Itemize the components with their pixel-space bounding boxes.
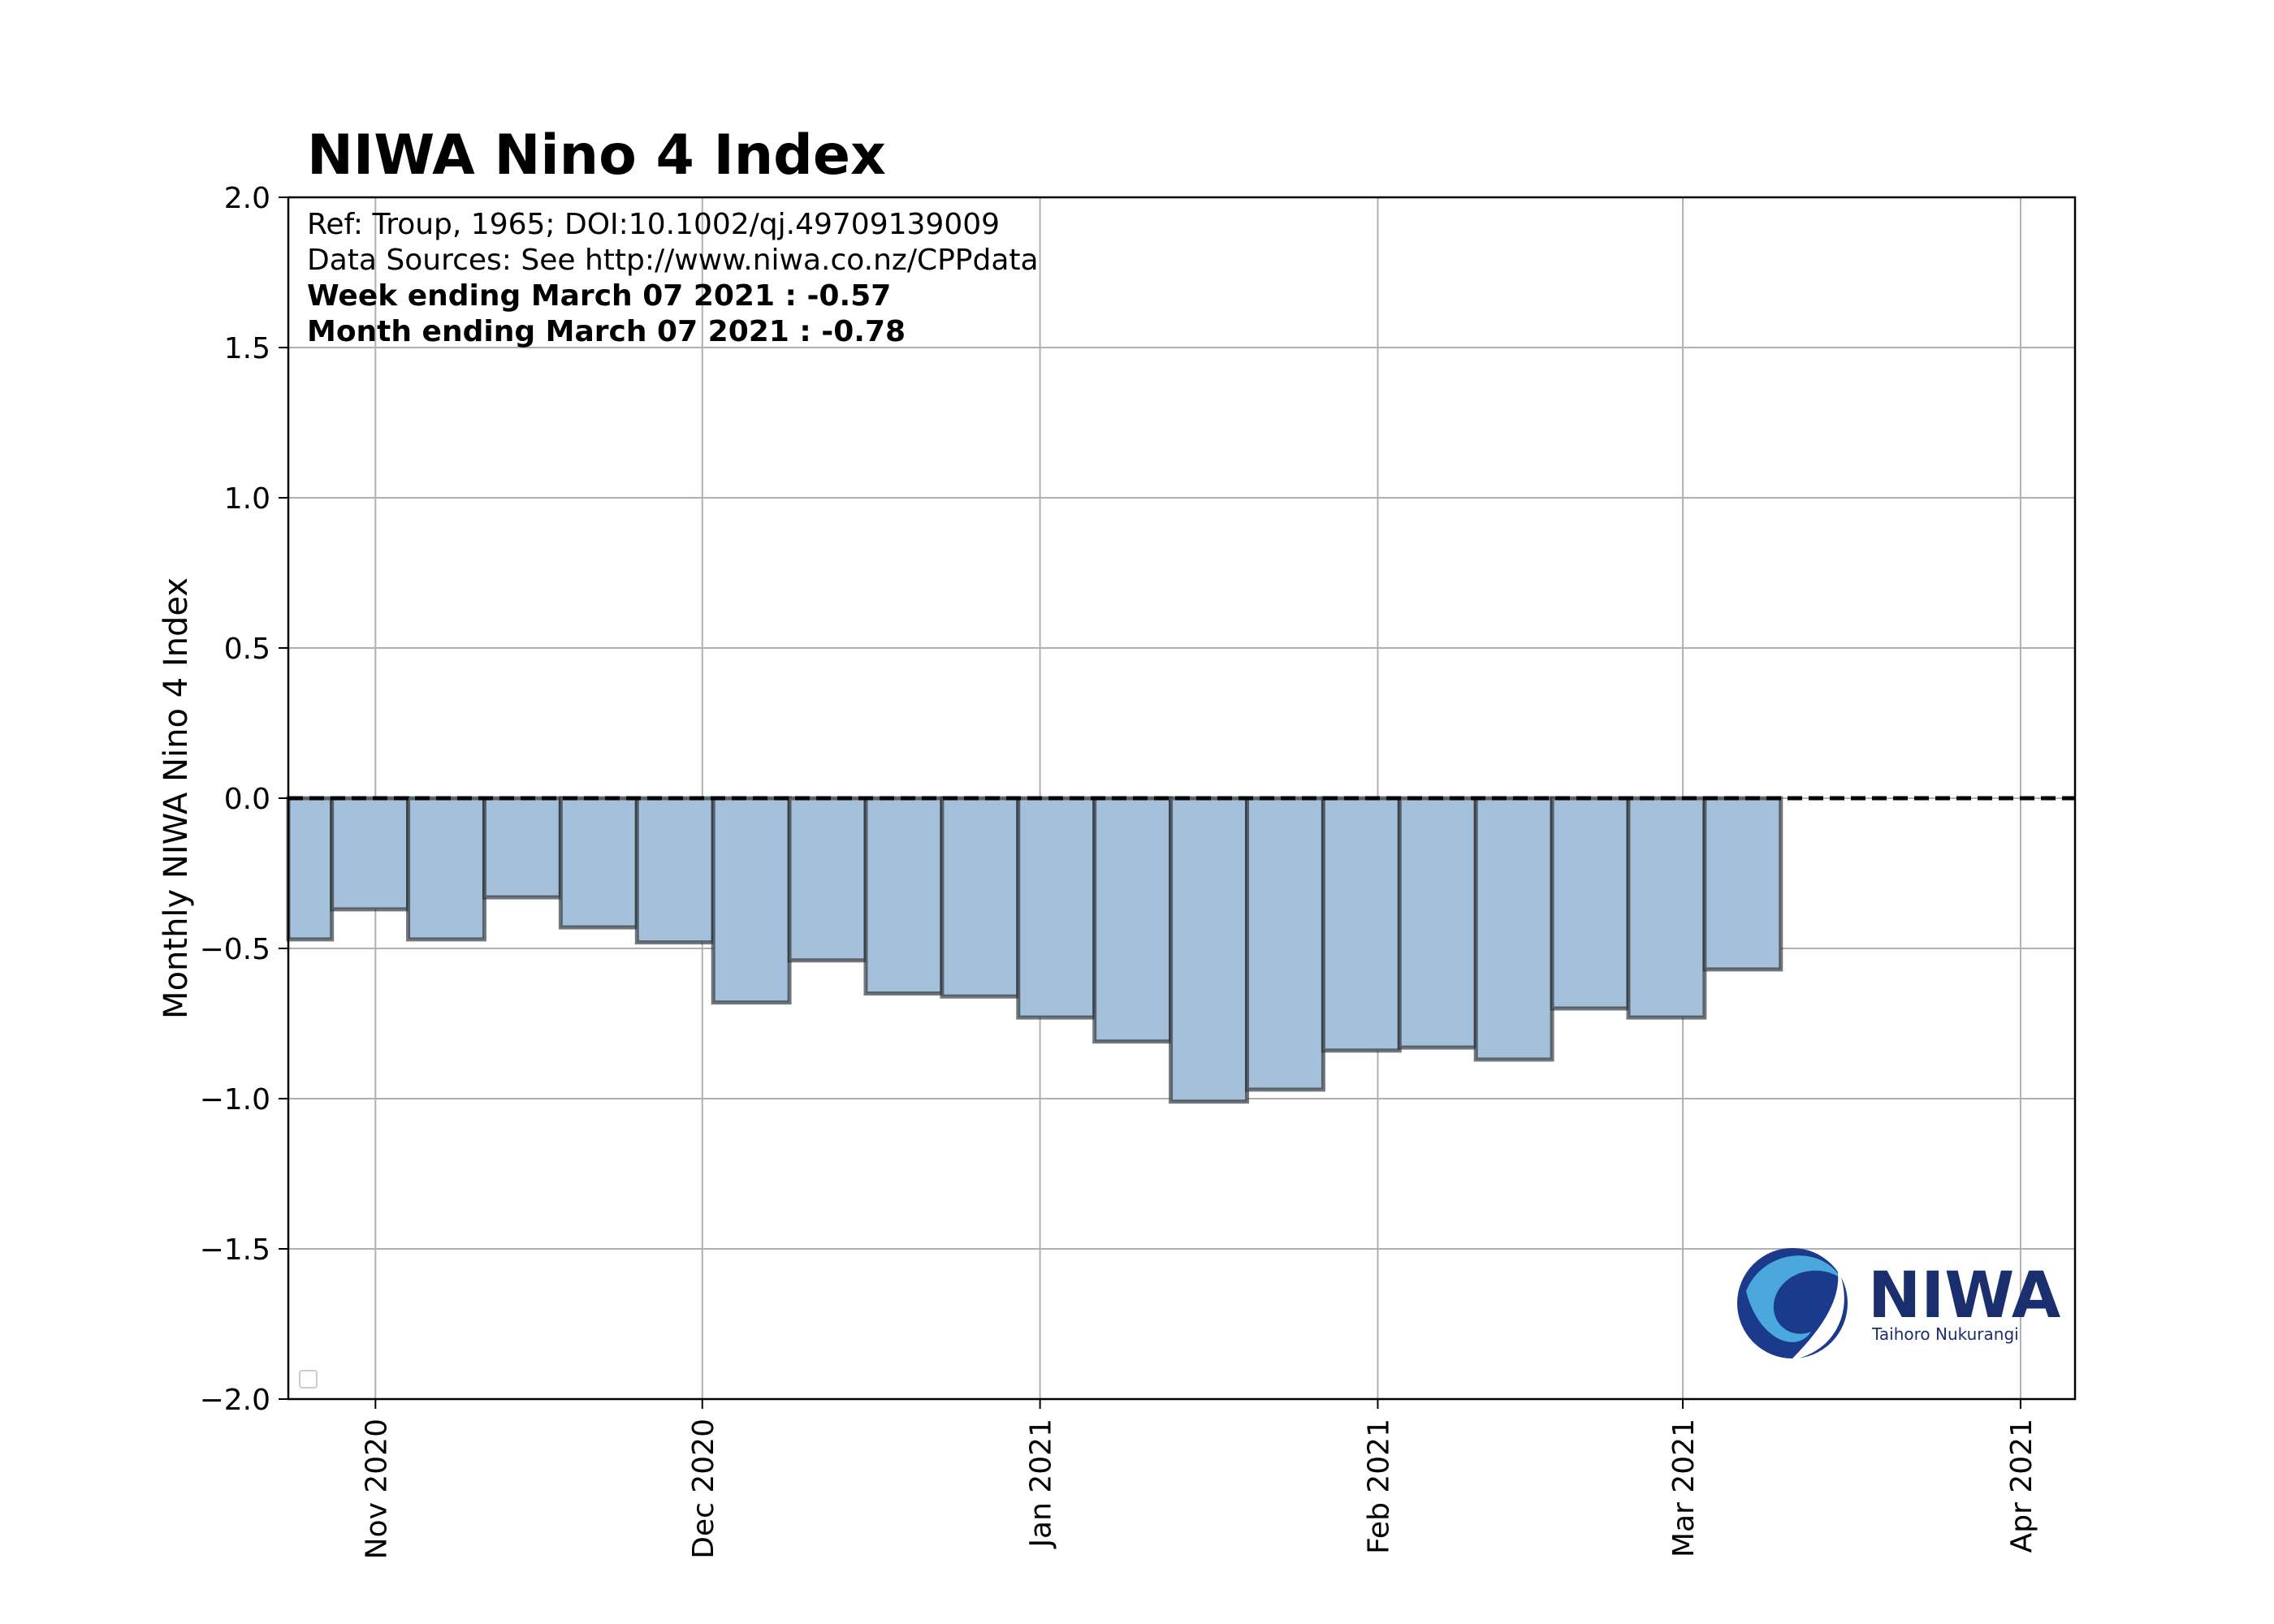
x-tick-label: Nov 2020 [360,1419,393,1559]
y-tick-label: 1.5 [224,332,270,365]
bar [1397,796,1478,1050]
x-tick-label: Jan 2021 [1025,1419,1058,1549]
annotation-week-ending: Week ending March 07 2021 : -0.57 [307,279,891,313]
bar [406,796,486,942]
y-tick-label: 0.0 [224,783,270,816]
y-tick-label: 0.5 [224,633,270,666]
bar [787,796,868,963]
annotation-month-ending: Month ending March 07 2021 : -0.78 [307,315,906,348]
x-tick-label: Mar 2021 [1667,1419,1701,1557]
annotation-data-sources: Data Sources: See http://www.niwa.co.nz/… [307,244,1039,277]
bar [286,796,335,942]
y-tick-label: 2.0 [224,182,270,215]
x-axis-ticks: Nov 2020 Dec 2020 Jan 2021 Feb 2021 Mar 2021… [360,1399,2038,1559]
niwa-logo-text: NIWA [1868,1259,2060,1332]
bar [940,796,1021,999]
annotations: Ref: Troup, 1965; DOI:10.1002/qj.4970913… [307,208,1039,348]
bar [863,796,945,996]
bar [1702,796,1783,972]
x-tick-label: Dec 2020 [687,1419,720,1559]
niwa-logo-crest-icon [1791,1267,1844,1360]
niwa-logo-tagline: Taihoro Nukurangi [1871,1324,2019,1344]
y-axis-ticks: 2.0 1.5 1.0 0.5 0.0 −0.5 −1.0 −1.5 −2.0 [200,182,288,1417]
bar [330,796,411,912]
bar [558,796,639,930]
bar [634,796,715,945]
y-tick-label: 1.0 [224,482,270,516]
niwa-logo: NIWA Taihoro Nukurangi [1737,1248,2060,1360]
bar [482,796,563,900]
annotation-ref: Ref: Troup, 1965; DOI:10.1002/qj.4970913… [307,208,1000,241]
legend-box [299,1370,318,1389]
y-tick-label: −2.0 [200,1384,270,1417]
bars [286,796,1783,1104]
bar [711,796,792,1005]
bar [1473,796,1554,1062]
x-tick-label: Feb 2021 [1362,1419,1395,1554]
plot-frame [287,196,2077,1401]
y-tick-label: −1.0 [200,1083,270,1116]
y-tick-label: −1.5 [200,1233,270,1267]
bar [1092,796,1174,1044]
bar [1626,796,1707,1020]
niwa-logo-wave-icon [1746,1255,1842,1342]
y-tick-label: −0.5 [200,933,270,966]
bar [1016,796,1097,1020]
bar [1169,796,1249,1104]
bar [1321,796,1402,1053]
bar [1550,796,1631,1011]
x-tick-label: Apr 2021 [2005,1419,2038,1553]
chart-title: NIWA Nino 4 Index [307,123,886,188]
bar [1244,796,1325,1092]
y-axis-label: Monthly NIWA Nino 4 Index [158,577,195,1019]
